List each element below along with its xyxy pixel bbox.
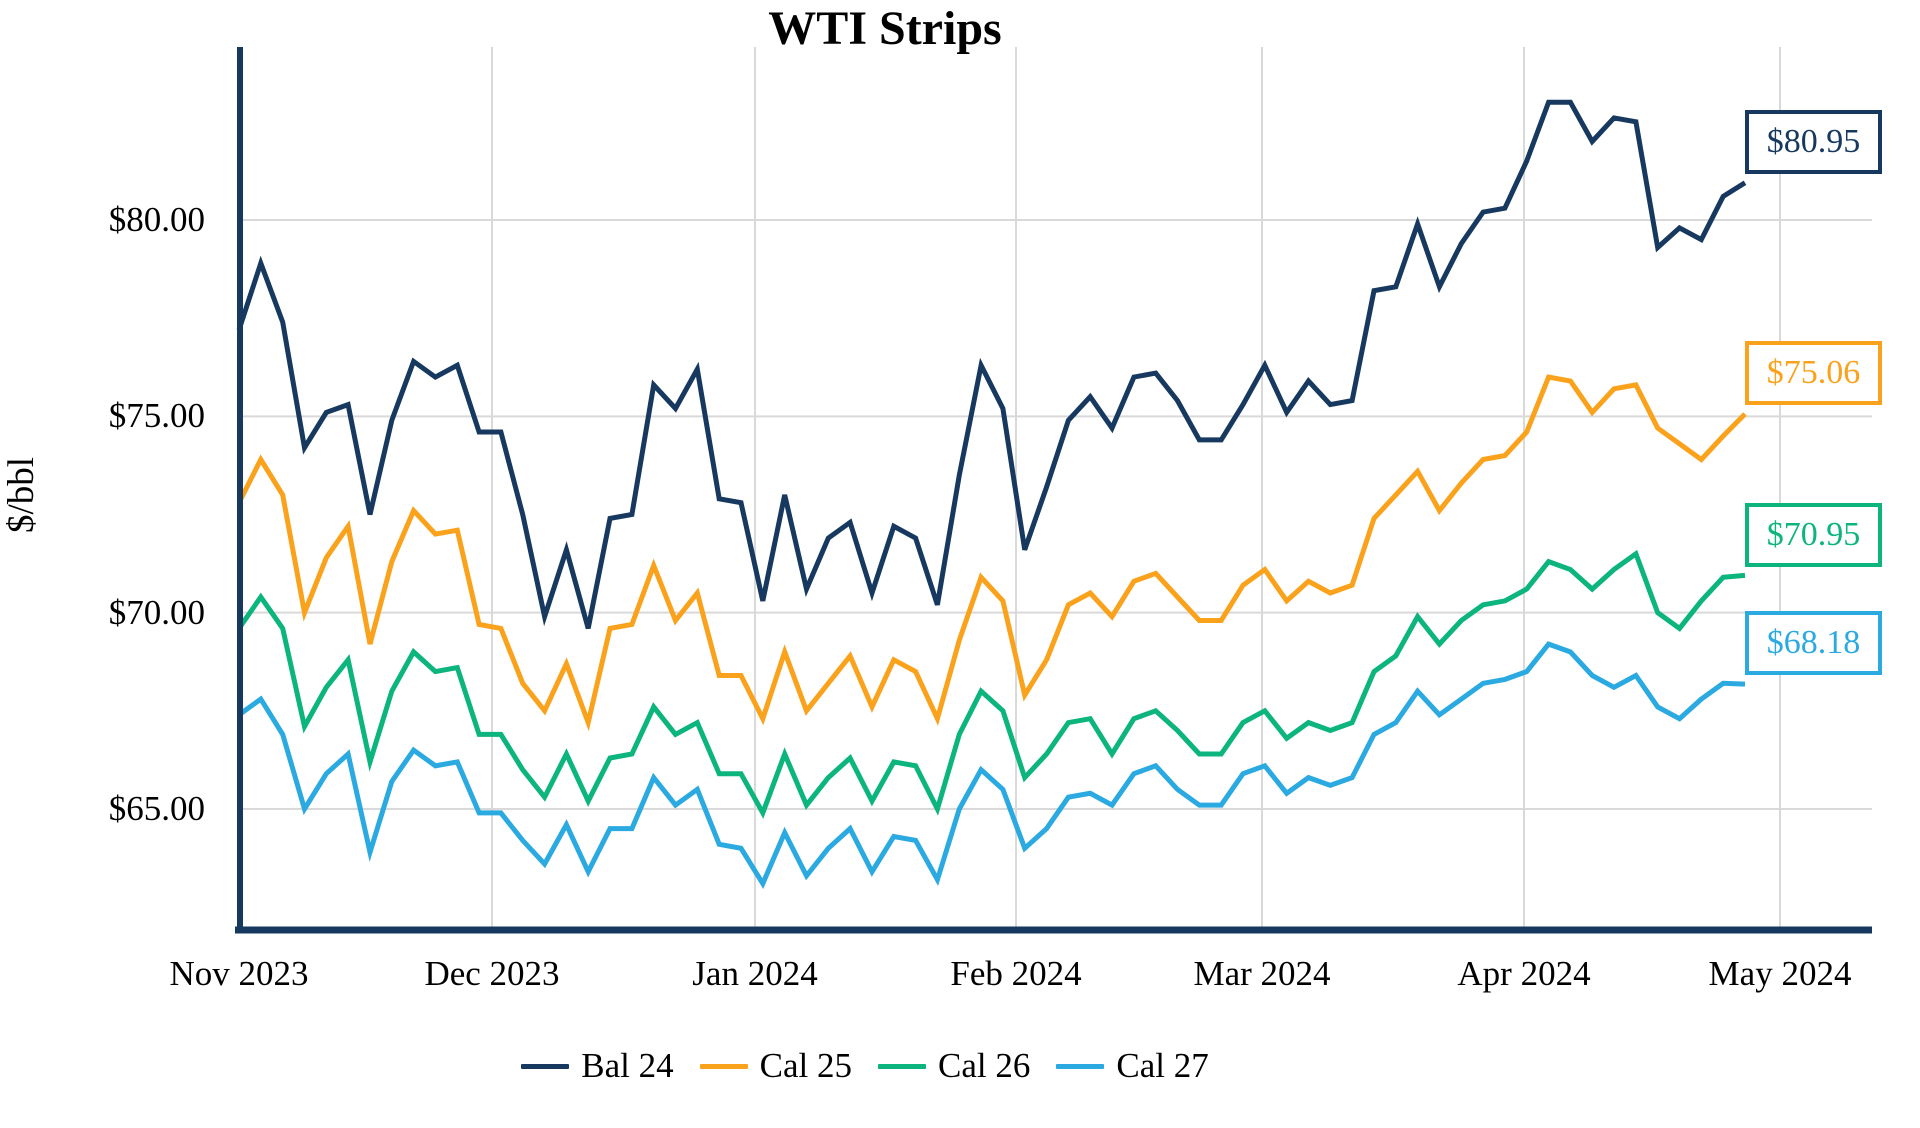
series-line-cal25 bbox=[236, 374, 1747, 732]
end-label-cal25-text: $75.06 bbox=[1766, 354, 1861, 391]
x-tick-jan-2024: Jan 2024 bbox=[692, 954, 818, 993]
series-line-bal24 bbox=[236, 99, 1747, 630]
legend-label-bal24: Bal 24 bbox=[581, 1046, 674, 1085]
legend-item-cal26: Cal 26 bbox=[878, 1044, 1030, 1088]
legend-swatch-cal26 bbox=[878, 1063, 926, 1069]
legend-label-cal25: Cal 25 bbox=[759, 1046, 852, 1085]
legend-label-cal26: Cal 26 bbox=[938, 1046, 1031, 1085]
end-label-bal24: $80.95 bbox=[1745, 110, 1882, 174]
end-label-bal24-text: $80.95 bbox=[1766, 123, 1861, 160]
title-wrap: WTI Strips bbox=[0, 0, 1770, 58]
legend-swatch-cal25 bbox=[699, 1063, 748, 1069]
series-line-cal26 bbox=[236, 549, 1746, 819]
end-label-cal26: $70.95 bbox=[1745, 503, 1882, 567]
legend-label-cal27: Cal 27 bbox=[1116, 1046, 1209, 1085]
end-label-cal27-text: $68.18 bbox=[1766, 624, 1861, 661]
y-tick-75: $75.00 bbox=[108, 396, 205, 435]
legend-item-bal24: Bal 24 bbox=[521, 1044, 674, 1088]
x-tick-feb-2024: Feb 2024 bbox=[950, 954, 1082, 993]
legend-item-cal27: Cal 27 bbox=[1056, 1044, 1209, 1088]
chart-title: WTI Strips bbox=[768, 2, 1002, 55]
legend-swatch-cal27 bbox=[1056, 1063, 1105, 1069]
x-tick-dec-2023: Dec 2023 bbox=[424, 954, 560, 993]
x-tick-may-2024: May 2024 bbox=[1708, 954, 1852, 993]
end-label-cal26-text: $70.95 bbox=[1766, 516, 1861, 553]
legend-swatch-bal24 bbox=[521, 1063, 570, 1069]
chart-legend: Bal 24 Cal 25 Cal 26 Cal 27 bbox=[0, 1044, 1730, 1088]
x-tick-apr-2024: Apr 2024 bbox=[1457, 954, 1591, 993]
end-label-cal25: $75.06 bbox=[1745, 341, 1882, 405]
y-tick-65: $65.00 bbox=[108, 789, 205, 828]
x-tick-nov-2023: Nov 2023 bbox=[169, 954, 309, 993]
y-tick-80: $80.00 bbox=[108, 200, 205, 239]
x-tick-mar-2024: Mar 2024 bbox=[1193, 954, 1331, 993]
end-label-cal27: $68.18 bbox=[1745, 611, 1882, 675]
y-tick-70: $70.00 bbox=[108, 593, 205, 632]
legend-item-cal25: Cal 25 bbox=[699, 1044, 852, 1088]
series-line-cal27 bbox=[237, 641, 1746, 890]
